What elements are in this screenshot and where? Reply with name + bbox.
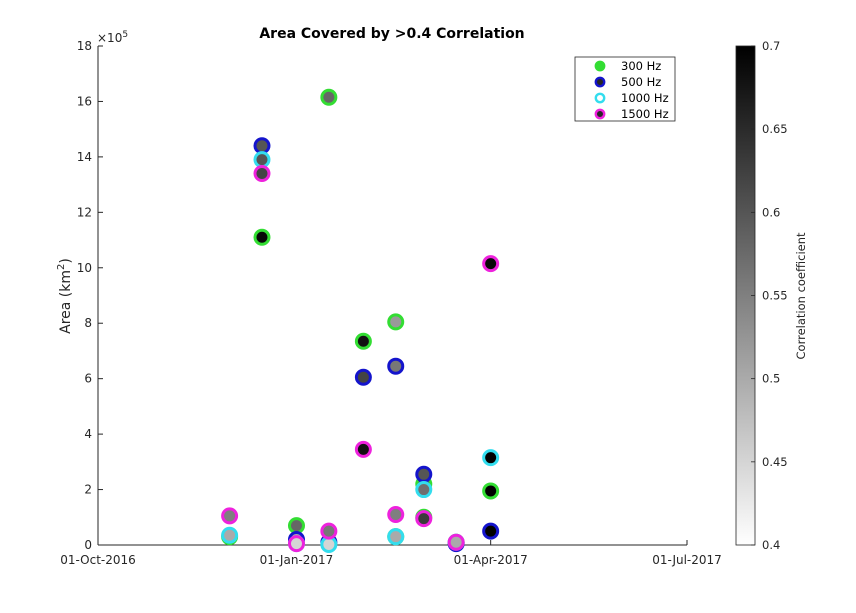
data-point-1500-hz bbox=[320, 522, 338, 540]
x-tick-label: 01-Jan-2017 bbox=[260, 553, 334, 567]
data-point-1000-hz bbox=[482, 449, 500, 467]
y-tick-label: 2 bbox=[84, 483, 92, 497]
legend-marker bbox=[594, 60, 606, 72]
y-tick-label: 6 bbox=[84, 372, 92, 386]
data-point-1000-hz bbox=[387, 528, 405, 546]
data-point-300-hz bbox=[320, 88, 338, 106]
legend-label: 1000 Hz bbox=[621, 91, 669, 105]
y-tick-label: 18 bbox=[77, 39, 92, 53]
x-tick-label: 01-Jul-2017 bbox=[652, 553, 722, 567]
y-tick-label: 8 bbox=[84, 316, 92, 330]
y-tick-label: 14 bbox=[77, 150, 92, 164]
legend-marker bbox=[594, 108, 606, 120]
colorbar-tick-label: 0.6 bbox=[762, 205, 780, 219]
colorbar-tick-label: 0.4 bbox=[762, 538, 780, 552]
y-axis-ticks: 0 2 4 6 8 10 12 14 16 18 bbox=[77, 39, 103, 552]
data-point-300-hz bbox=[387, 313, 405, 331]
data-point-1500-hz bbox=[221, 507, 239, 525]
data-point-1500-hz bbox=[387, 506, 405, 524]
data-point-1000-hz bbox=[415, 481, 433, 499]
y-tick-label: 16 bbox=[77, 94, 92, 108]
y-tick-label: 12 bbox=[77, 205, 92, 219]
data-point-500-hz bbox=[415, 465, 433, 483]
data-point-300-hz bbox=[287, 517, 305, 535]
data-point-300-hz bbox=[253, 228, 271, 246]
data-point-500-hz bbox=[387, 357, 405, 375]
axes-frame bbox=[97, 46, 687, 546]
data-point-300-hz bbox=[482, 482, 500, 500]
data-point-1000-hz bbox=[221, 526, 239, 544]
x-tick-label: 01-Oct-2016 bbox=[60, 553, 136, 567]
data-point-300-hz bbox=[354, 332, 372, 350]
y-tick-label: 4 bbox=[84, 427, 92, 441]
data-point-500-hz bbox=[482, 522, 500, 540]
y-tick-label: 0 bbox=[84, 538, 92, 552]
data-point-1500-hz bbox=[287, 535, 305, 553]
legend-label: 300 Hz bbox=[621, 59, 661, 73]
chart-title: Area Covered by >0.4 Correlation bbox=[259, 26, 524, 42]
legend-marker bbox=[594, 76, 606, 88]
data-point-1500-hz bbox=[447, 533, 465, 551]
colorbar-label: Correlation coefficient bbox=[794, 232, 808, 360]
x-axis-ticks: 01-Oct-2016 01-Jan-2017 01-Apr-2017 01-Jul-… bbox=[60, 540, 722, 567]
y-axis-label: Area (km2) bbox=[56, 258, 74, 334]
colorbar: 0.4 0.45 0.5 0.55 0.6 0.65 0.7 Correlation coe… bbox=[735, 39, 808, 552]
y-tick-label: 10 bbox=[77, 261, 92, 275]
data-point-1500-hz bbox=[482, 255, 500, 273]
legend: 300 Hz 500 Hz 1000 Hz 1500 Hz bbox=[574, 56, 676, 122]
data-point-1500-hz bbox=[415, 510, 433, 528]
colorbar-tick-label: 0.65 bbox=[762, 122, 788, 136]
legend-label: 1500 Hz bbox=[621, 107, 669, 121]
data-points bbox=[221, 88, 500, 553]
colorbar-tick-label: 0.55 bbox=[762, 289, 788, 303]
legend-label: 500 Hz bbox=[621, 75, 661, 89]
data-point-1500-hz bbox=[253, 165, 271, 183]
y-exponent-label: ×105 bbox=[97, 30, 128, 45]
x-tick-label: 01-Apr-2017 bbox=[454, 553, 528, 567]
data-point-1500-hz bbox=[354, 440, 372, 458]
data-point-1000-hz bbox=[253, 151, 271, 169]
colorbar-tick-label: 0.45 bbox=[762, 455, 788, 469]
data-point-500-hz bbox=[253, 137, 271, 155]
legend-marker bbox=[594, 92, 606, 104]
data-point-500-hz bbox=[354, 368, 372, 386]
colorbar-tick-label: 0.7 bbox=[762, 39, 780, 53]
colorbar-tick-label: 0.5 bbox=[762, 372, 780, 386]
